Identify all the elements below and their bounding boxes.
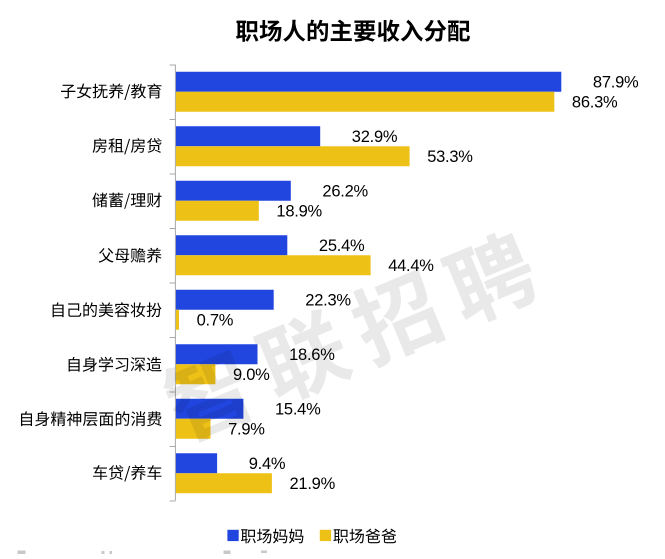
svg-text:9.4%: 9.4% [249,455,286,473]
svg-text:0.7%: 0.7% [197,311,234,329]
svg-text:44.4%: 44.4% [388,257,434,275]
svg-text:86.3%: 86.3% [572,94,618,112]
svg-text:53.3%: 53.3% [427,148,473,166]
svg-text:18.9%: 18.9% [276,202,322,220]
svg-text:18.6%: 18.6% [289,346,335,364]
svg-text:26.2%: 26.2% [322,182,368,200]
svg-text:32.9%: 32.9% [352,128,398,146]
svg-text:9.0%: 9.0% [233,366,270,384]
svg-text:25.4%: 25.4% [319,237,365,255]
svg-text:21.9%: 21.9% [290,475,336,493]
svg-text:15.4%: 15.4% [275,400,321,418]
svg-text:87.9%: 87.9% [593,74,639,92]
svg-text:22.3%: 22.3% [305,291,351,309]
svg-text:7.9%: 7.9% [228,420,265,438]
